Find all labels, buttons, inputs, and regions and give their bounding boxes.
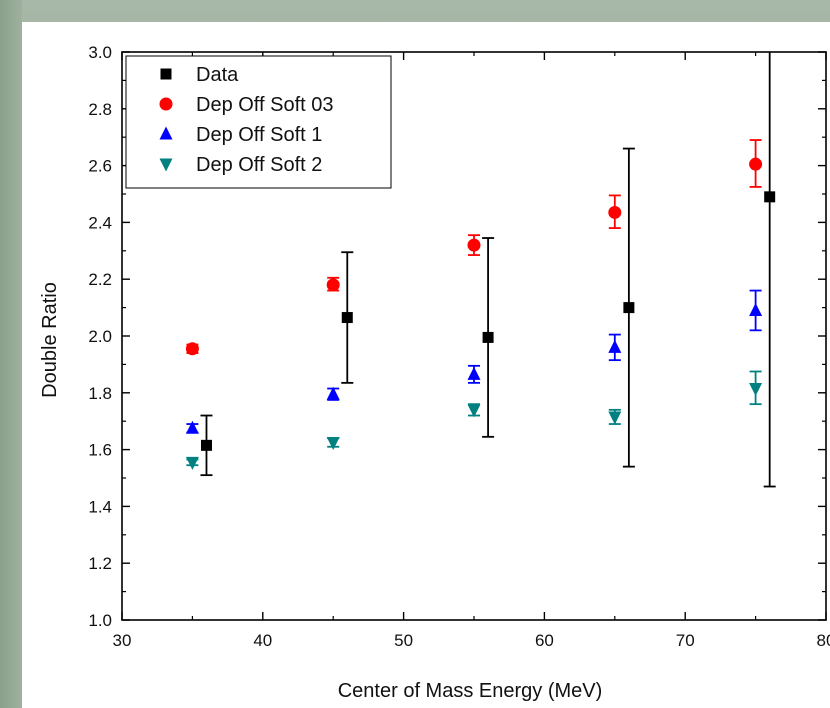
- data-point: [185, 420, 199, 434]
- series-group: [185, 52, 776, 488]
- x-tick-label: 30: [113, 631, 132, 650]
- data-point: [326, 278, 340, 292]
- data-point: [749, 383, 763, 397]
- y-tick-label: 1.8: [88, 384, 112, 403]
- data-point: [467, 238, 481, 252]
- y-tick-label: 2.2: [88, 270, 112, 289]
- x-axis-title: Center of Mass Energy (MeV): [338, 680, 603, 702]
- data-point: [749, 302, 763, 316]
- series-dep-off-soft-1: [185, 289, 763, 434]
- legend-label: Dep Off Soft 03: [196, 94, 334, 116]
- y-tick-label: 1.2: [88, 554, 112, 573]
- legend-label: Dep Off Soft 1: [196, 124, 322, 146]
- ticks-group: 30 40 50 60 70 80 1.0 1.2 1.4 1.6 1.8 2.0 2.2 2.4 2.6 2…: [88, 43, 830, 650]
- data-point: [326, 437, 340, 450]
- y-tick-label: 1.6: [88, 441, 112, 460]
- data-point: [341, 312, 353, 324]
- y-tick-label: 2.8: [88, 100, 112, 119]
- y-tick-label: 1.0: [88, 611, 112, 630]
- x-tick-label: 50: [394, 631, 413, 650]
- data-point: [200, 439, 212, 451]
- legend-label: Data: [196, 64, 239, 86]
- data-point: [185, 342, 199, 356]
- legend: Data Dep Off Soft 03 Dep Off Soft 1 Dep Off…: [125, 55, 392, 189]
- y-axis-title: Double Ratio: [39, 282, 61, 398]
- slide-background-strip: [0, 0, 22, 708]
- data-point: [608, 205, 622, 219]
- legend-marker: [160, 68, 172, 80]
- data-point: [326, 386, 340, 400]
- data-point: [482, 331, 494, 343]
- y-tick-label: 2.4: [88, 213, 112, 232]
- legend-marker: [159, 158, 173, 172]
- data-point: [608, 411, 622, 425]
- y-tick-label: 2.0: [88, 327, 112, 346]
- x-tick-label: 80: [817, 631, 830, 650]
- data-point: [764, 191, 776, 203]
- y-tick-label: 1.4: [88, 497, 112, 516]
- y-tick-label: 3.0: [88, 43, 112, 62]
- data-point: [467, 404, 481, 418]
- x-tick-label: 60: [535, 631, 554, 650]
- series-dep-off-soft-2: [185, 370, 763, 470]
- data-point: [185, 456, 199, 470]
- data-point: [623, 302, 635, 314]
- data-point: [467, 366, 481, 380]
- y-tick-label: 2.6: [88, 157, 112, 176]
- series-data: [200, 52, 776, 488]
- legend-marker: [159, 126, 173, 140]
- legend-marker: [159, 97, 173, 111]
- data-point: [749, 157, 763, 171]
- x-tick-label: 70: [676, 631, 695, 650]
- series-dep-off-soft-03: [185, 139, 763, 356]
- x-tick-label: 40: [253, 631, 272, 650]
- data-point: [608, 339, 622, 353]
- legend-label: Dep Off Soft 2: [196, 154, 322, 176]
